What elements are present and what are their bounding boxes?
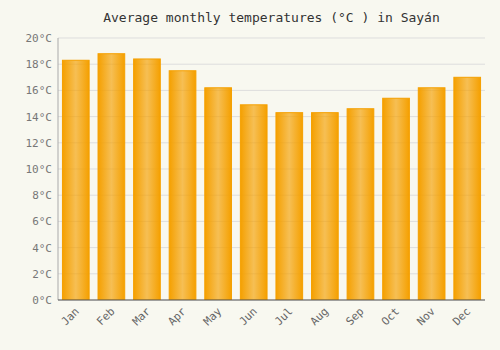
bar [276,113,303,300]
y-tick-label: 14°C [26,111,53,124]
y-tick-label: 18°C [26,58,53,71]
y-tick-label: 12°C [26,137,53,150]
bar [134,59,161,300]
y-tick-label: 10°C [26,163,53,176]
grid-line [58,300,485,301]
title: Average monthly temperatures (°C ) in Sa… [103,10,440,25]
x-tick-label: Jun [237,305,260,328]
bar [62,60,89,300]
y-tick-label: 0°C [32,294,52,307]
bar [312,113,339,300]
x-tick-label: Nov [415,305,439,329]
grid-line [58,38,485,39]
y-axis [58,38,59,300]
x-tick-label: Sep [343,305,366,328]
y-tick-label: 8°C [32,189,52,202]
x-tick-label: Oct [379,305,402,328]
y-tick-label: 16°C [26,84,53,97]
x-tick-label: Apr [165,305,189,329]
x-tick-label: Mar [130,305,154,329]
y-tick-label: 20°C [26,32,53,45]
bar [347,109,374,300]
x-tick-label: Jan [59,305,82,328]
x-tick-label: Jul [272,305,295,328]
bar [383,98,410,300]
bar [98,54,125,300]
bars [62,54,480,300]
bar [169,71,196,300]
grid [58,38,485,300]
x-tick-label: Dec [450,305,473,328]
y-tick-label: 6°C [32,215,52,228]
bar [205,88,232,300]
y-tick-label: 2°C [32,268,52,281]
x-axis [58,300,485,301]
bar [454,77,481,300]
y-tick-label: 4°C [32,242,52,255]
chart: Average monthly temperatures (°C ) in Sa… [0,0,500,350]
x-tick-label: May [201,305,225,329]
x-tick-label: Aug [308,305,331,328]
x-tick-label: Feb [94,305,117,328]
bar [240,105,267,300]
bar [418,88,445,300]
